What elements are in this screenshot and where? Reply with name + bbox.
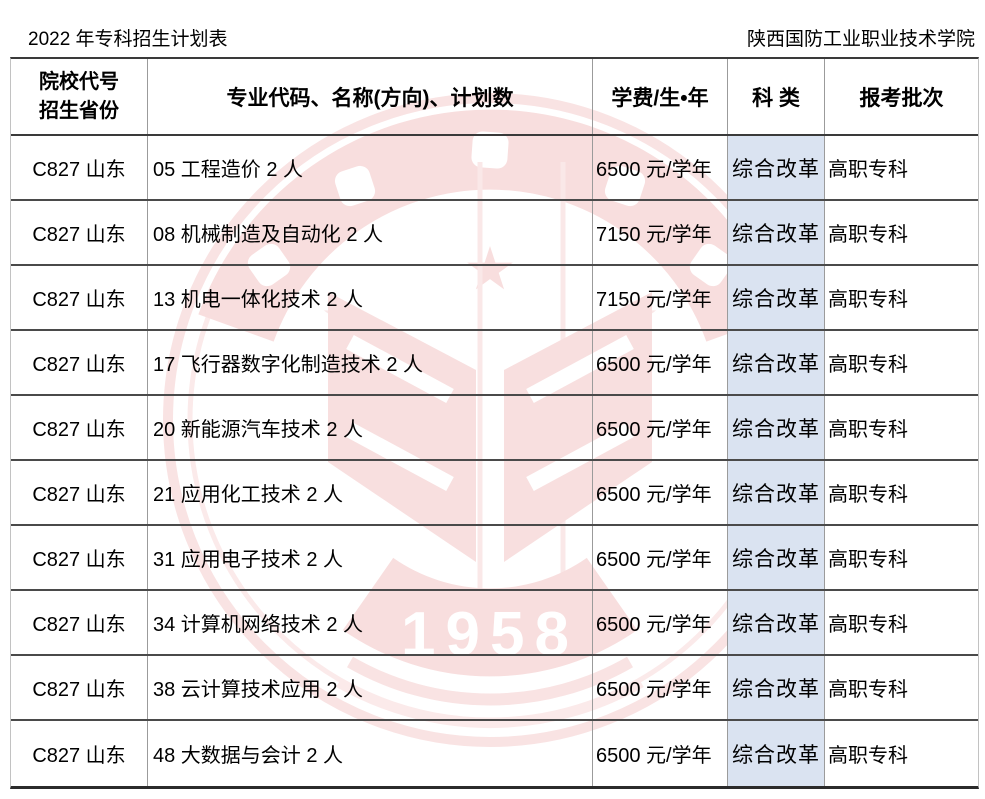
cell-college-province: C827 山东 <box>11 591 148 654</box>
cell-category: 综合改革 <box>728 461 825 524</box>
cell-fee: 6500 元/学年 <box>593 656 728 719</box>
table-row: C827 山东 34 计算机网络技术 2 人 6500 元/学年 综合改革 高职… <box>11 591 978 656</box>
cell-college-province: C827 山东 <box>11 721 148 786</box>
college-code-header-line1: 院校代号 <box>39 70 119 93</box>
cell-batch: 高职专科 <box>828 224 908 246</box>
cell-college-province: C827 山东 <box>11 526 148 589</box>
cell-fee: 6500 元/学年 <box>593 526 728 589</box>
admission-plan-table: 院校代号 招生省份 专业代码、名称(方向)、计划数 学费/生•年 科 类 报考批… <box>10 57 979 789</box>
cell-college-province: C827 山东 <box>11 201 148 264</box>
cell-fee: 7150 元/学年 <box>593 201 728 264</box>
column-header-college-province: 院校代号 招生省份 <box>11 59 148 134</box>
cell-category: 综合改革 <box>728 266 825 329</box>
cell-fee: 6500 元/学年 <box>593 591 728 654</box>
cell-category: 综合改革 <box>728 136 825 199</box>
table-row: C827 山东 08 机械制造及自动化 2 人 7150 元/学年 综合改革 高… <box>11 201 978 266</box>
cell-category: 综合改革 <box>728 331 825 394</box>
cell-batch: 高职专科 <box>828 745 908 767</box>
cell-fee: 6500 元/学年 <box>593 461 728 524</box>
cell-major: 08 机械制造及自动化 2 人 <box>148 201 593 264</box>
cell-major: 38 云计算技术应用 2 人 <box>148 656 593 719</box>
table-row: C827 山东 13 机电一体化技术 2 人 7150 元/学年 综合改革 高职… <box>11 266 978 331</box>
cell-batch: 高职专科 <box>828 159 908 181</box>
institution-name: 陕西国防工业职业技术学院 <box>746 29 975 50</box>
cell-category: 综合改革 <box>728 656 825 719</box>
column-header-fee: 学费/生•年 <box>593 59 728 134</box>
college-code-header-line2: 招生省份 <box>39 99 119 122</box>
cell-batch: 高职专科 <box>828 354 908 376</box>
cell-batch: 高职专科 <box>828 679 908 701</box>
cell-college-province: C827 山东 <box>11 461 148 524</box>
cell-college-province: C827 山东 <box>11 331 148 394</box>
table-row: C827 山东 17 飞行器数字化制造技术 2 人 6500 元/学年 综合改革… <box>11 331 978 396</box>
cell-major: 20 新能源汽车技术 2 人 <box>148 396 593 459</box>
cell-college-province: C827 山东 <box>11 656 148 719</box>
cell-batch: 高职专科 <box>828 419 908 441</box>
cell-major: 31 应用电子技术 2 人 <box>148 526 593 589</box>
cell-batch: 高职专科 <box>828 549 908 571</box>
cell-fee: 7150 元/学年 <box>593 266 728 329</box>
cell-batch: 高职专科 <box>828 484 908 506</box>
table-row: C827 山东 05 工程造价 2 人 6500 元/学年 综合改革 高职专科 <box>11 136 978 201</box>
document-title: 2022 年专科招生计划表 <box>28 29 228 50</box>
cell-fee: 6500 元/学年 <box>593 396 728 459</box>
title-bar: 2022 年专科招生计划表 陕西国防工业职业技术学院 <box>10 26 977 52</box>
column-header-batch: 报考批次 <box>859 86 944 110</box>
cell-major: 21 应用化工技术 2 人 <box>148 461 593 524</box>
cell-batch: 高职专科 <box>828 289 908 311</box>
cell-college-province: C827 山东 <box>11 136 148 199</box>
cell-category: 综合改革 <box>728 201 825 264</box>
table-row: C827 山东 20 新能源汽车技术 2 人 6500 元/学年 综合改革 高职… <box>11 396 978 461</box>
table-row: C827 山东 21 应用化工技术 2 人 6500 元/学年 综合改革 高职专… <box>11 461 978 526</box>
cell-category: 综合改革 <box>728 721 825 786</box>
table-row: C827 山东 38 云计算技术应用 2 人 6500 元/学年 综合改革 高职… <box>11 656 978 721</box>
cell-college-province: C827 山东 <box>11 396 148 459</box>
column-header-major: 专业代码、名称(方向)、计划数 <box>148 59 593 134</box>
table-row: C827 山东 48 大数据与会计 2 人 6500 元/学年 综合改革 高职专… <box>11 721 978 786</box>
cell-batch: 高职专科 <box>828 614 908 636</box>
table-row: C827 山东 31 应用电子技术 2 人 6500 元/学年 综合改革 高职专… <box>11 526 978 591</box>
cell-fee: 6500 元/学年 <box>593 721 728 786</box>
cell-major: 34 计算机网络技术 2 人 <box>148 591 593 654</box>
cell-college-province: C827 山东 <box>11 266 148 329</box>
cell-major: 48 大数据与会计 2 人 <box>148 721 593 786</box>
cell-fee: 6500 元/学年 <box>593 331 728 394</box>
cell-major: 05 工程造价 2 人 <box>148 136 593 199</box>
cell-category: 综合改革 <box>728 526 825 589</box>
cell-major: 13 机电一体化技术 2 人 <box>148 266 593 329</box>
cell-category: 综合改革 <box>728 396 825 459</box>
cell-major: 17 飞行器数字化制造技术 2 人 <box>148 331 593 394</box>
table-header-row: 院校代号 招生省份 专业代码、名称(方向)、计划数 学费/生•年 科 类 报考批… <box>11 59 978 136</box>
cell-fee: 6500 元/学年 <box>593 136 728 199</box>
cell-category: 综合改革 <box>728 591 825 654</box>
column-header-category: 科 类 <box>728 59 825 134</box>
